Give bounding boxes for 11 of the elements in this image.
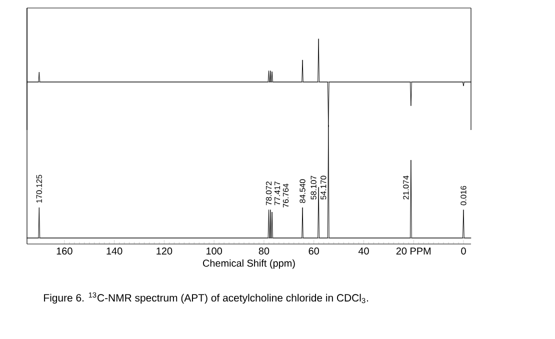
x-tick-label: 40	[358, 248, 369, 255]
x-tick-label: 140	[106, 248, 122, 255]
caption: Figure 6. $^{13}$C-NMR spectrum (APT) of acetylcholine chloride in CDCl$_{3}$.	[44, 292, 368, 304]
x-tick-label: 100	[206, 248, 222, 255]
x-tick-label: 60	[308, 248, 320, 255]
x-tick-label: 0	[461, 248, 466, 255]
x-tick-label: 160	[56, 248, 72, 255]
x-tick-label: 120	[156, 248, 172, 255]
x-tick-label: 80	[258, 248, 270, 255]
x-tick-label: 20 PPM	[396, 248, 431, 255]
x-axis-title: Chemical Shift (ppm)	[202, 259, 295, 269]
